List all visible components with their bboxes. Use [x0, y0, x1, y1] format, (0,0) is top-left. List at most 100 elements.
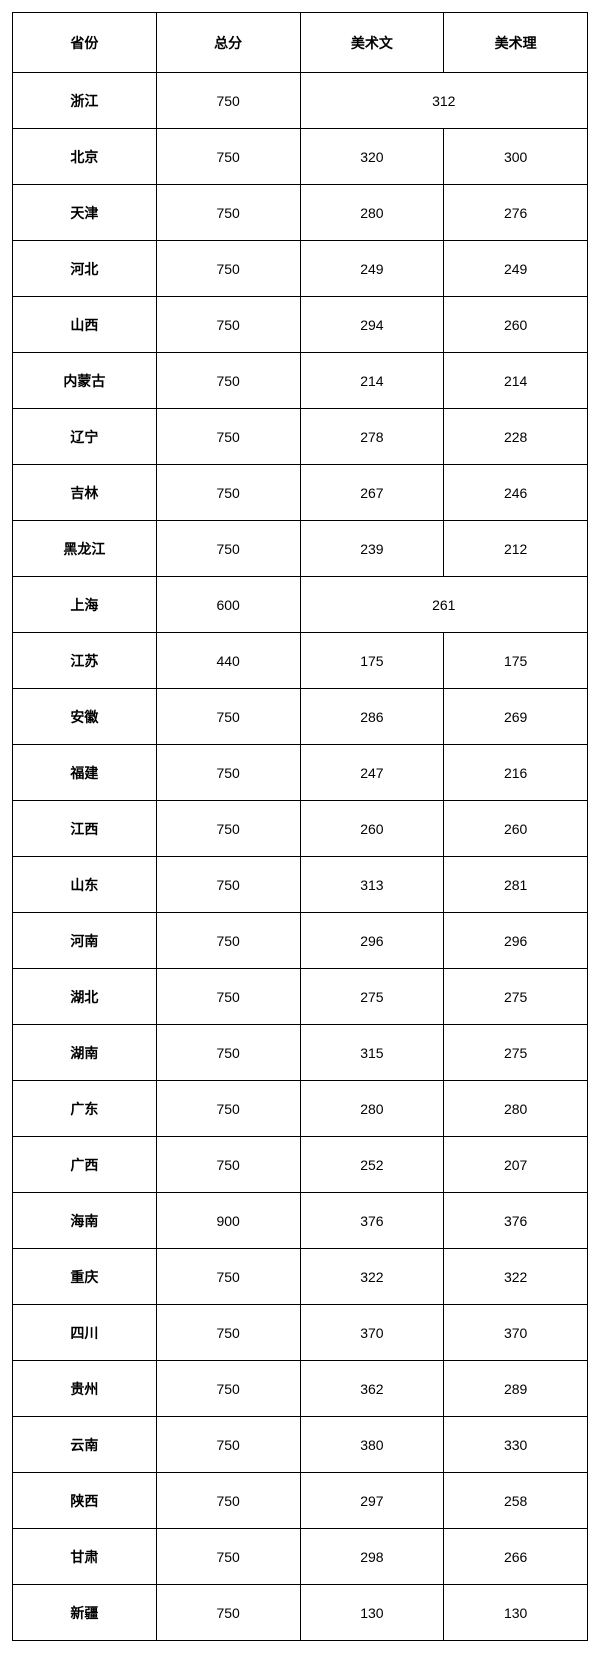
table-row: 湖南750315275 — [13, 1025, 588, 1081]
cell-province: 山东 — [13, 857, 157, 913]
cell-province: 天津 — [13, 185, 157, 241]
cell-li: 370 — [444, 1305, 588, 1361]
cell-province: 新疆 — [13, 1585, 157, 1641]
cell-province: 陕西 — [13, 1473, 157, 1529]
table-header-row: 省份 总分 美术文 美术理 — [13, 13, 588, 73]
cell-wen: 370 — [300, 1305, 444, 1361]
cell-total: 750 — [156, 409, 300, 465]
cell-province: 海南 — [13, 1193, 157, 1249]
cell-total: 750 — [156, 857, 300, 913]
cell-province: 浙江 — [13, 73, 157, 129]
cell-province: 安徽 — [13, 689, 157, 745]
cell-li: 330 — [444, 1417, 588, 1473]
cell-total: 750 — [156, 1025, 300, 1081]
cell-total: 750 — [156, 1361, 300, 1417]
cell-wen: 130 — [300, 1585, 444, 1641]
cell-total: 750 — [156, 969, 300, 1025]
cell-li: 249 — [444, 241, 588, 297]
table-row: 北京750320300 — [13, 129, 588, 185]
cell-province: 湖北 — [13, 969, 157, 1025]
cell-province: 上海 — [13, 577, 157, 633]
cell-wen: 362 — [300, 1361, 444, 1417]
cell-total: 750 — [156, 1305, 300, 1361]
cell-wen: 280 — [300, 1081, 444, 1137]
cell-total: 750 — [156, 1137, 300, 1193]
cell-li: 280 — [444, 1081, 588, 1137]
cell-total: 900 — [156, 1193, 300, 1249]
cell-total: 750 — [156, 1473, 300, 1529]
cell-li: 175 — [444, 633, 588, 689]
table-row: 浙江750312 — [13, 73, 588, 129]
cell-li: 275 — [444, 969, 588, 1025]
cell-li: 376 — [444, 1193, 588, 1249]
cell-total: 750 — [156, 1249, 300, 1305]
cell-province: 四川 — [13, 1305, 157, 1361]
table-row: 广西750252207 — [13, 1137, 588, 1193]
cell-total: 750 — [156, 297, 300, 353]
header-province: 省份 — [13, 13, 157, 73]
table-row: 山东750313281 — [13, 857, 588, 913]
cell-province: 北京 — [13, 129, 157, 185]
cell-total: 750 — [156, 1529, 300, 1585]
table-row: 山西750294260 — [13, 297, 588, 353]
cell-province: 云南 — [13, 1417, 157, 1473]
cell-li: 281 — [444, 857, 588, 913]
table-row: 天津750280276 — [13, 185, 588, 241]
scores-table: 省份 总分 美术文 美术理 浙江750312北京750320300天津75028… — [12, 12, 588, 1641]
cell-total: 750 — [156, 1081, 300, 1137]
cell-province: 贵州 — [13, 1361, 157, 1417]
cell-wen: 298 — [300, 1529, 444, 1585]
cell-li: 260 — [444, 297, 588, 353]
cell-province: 湖南 — [13, 1025, 157, 1081]
cell-total: 750 — [156, 1585, 300, 1641]
header-wen: 美术文 — [300, 13, 444, 73]
table-row: 河南750296296 — [13, 913, 588, 969]
cell-total: 750 — [156, 353, 300, 409]
cell-li: 258 — [444, 1473, 588, 1529]
cell-province: 江苏 — [13, 633, 157, 689]
cell-province: 吉林 — [13, 465, 157, 521]
cell-total: 750 — [156, 1417, 300, 1473]
table-row: 福建750247216 — [13, 745, 588, 801]
table-row: 云南750380330 — [13, 1417, 588, 1473]
table-row: 陕西750297258 — [13, 1473, 588, 1529]
cell-merged-score: 312 — [300, 73, 588, 129]
cell-wen: 280 — [300, 185, 444, 241]
cell-province: 河北 — [13, 241, 157, 297]
cell-province: 广东 — [13, 1081, 157, 1137]
cell-wen: 175 — [300, 633, 444, 689]
cell-li: 207 — [444, 1137, 588, 1193]
cell-province: 重庆 — [13, 1249, 157, 1305]
cell-wen: 239 — [300, 521, 444, 577]
cell-li: 300 — [444, 129, 588, 185]
cell-province: 河南 — [13, 913, 157, 969]
cell-li: 214 — [444, 353, 588, 409]
cell-wen: 313 — [300, 857, 444, 913]
cell-province: 江西 — [13, 801, 157, 857]
cell-wen: 214 — [300, 353, 444, 409]
cell-wen: 260 — [300, 801, 444, 857]
cell-total: 750 — [156, 745, 300, 801]
cell-wen: 247 — [300, 745, 444, 801]
cell-wen: 296 — [300, 913, 444, 969]
table-row: 上海600261 — [13, 577, 588, 633]
cell-li: 296 — [444, 913, 588, 969]
cell-wen: 278 — [300, 409, 444, 465]
header-total: 总分 — [156, 13, 300, 73]
table-row: 吉林750267246 — [13, 465, 588, 521]
cell-province: 甘肃 — [13, 1529, 157, 1585]
cell-wen: 380 — [300, 1417, 444, 1473]
cell-total: 750 — [156, 521, 300, 577]
cell-province: 辽宁 — [13, 409, 157, 465]
table-row: 内蒙古750214214 — [13, 353, 588, 409]
table-row: 甘肃750298266 — [13, 1529, 588, 1585]
cell-li: 216 — [444, 745, 588, 801]
cell-total: 600 — [156, 577, 300, 633]
table-row: 黑龙江750239212 — [13, 521, 588, 577]
cell-wen: 322 — [300, 1249, 444, 1305]
cell-li: 130 — [444, 1585, 588, 1641]
cell-wen: 267 — [300, 465, 444, 521]
cell-wen: 297 — [300, 1473, 444, 1529]
cell-province: 广西 — [13, 1137, 157, 1193]
cell-wen: 320 — [300, 129, 444, 185]
